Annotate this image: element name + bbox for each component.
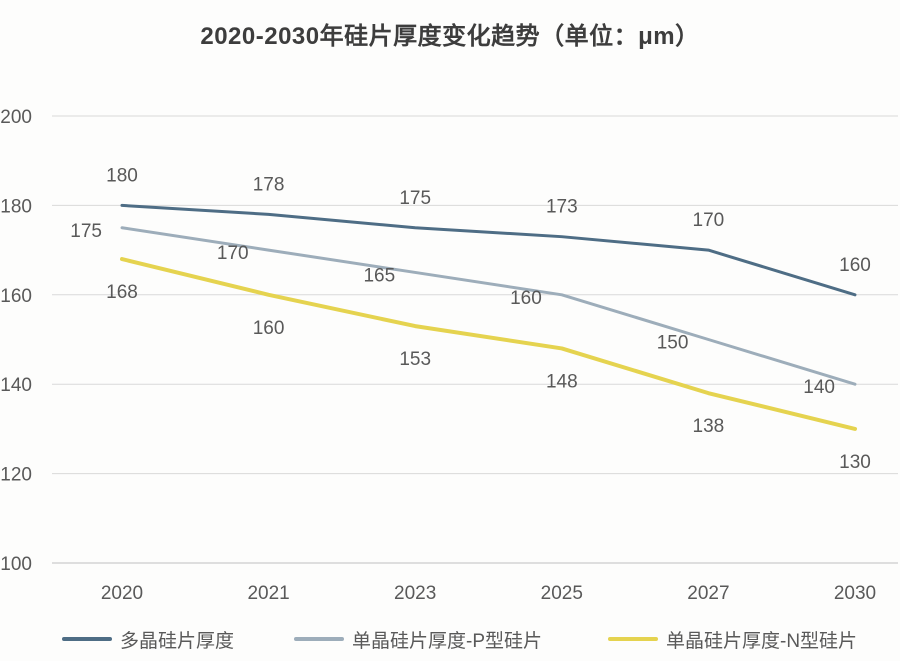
legend: 多晶硅片厚度 单晶硅片厚度-P型硅片 单晶硅片厚度-N型硅片	[0, 626, 900, 652]
x-tick-label: 2027	[687, 583, 729, 604]
data-label: 160	[510, 288, 542, 309]
y-tick-label: 100	[0, 554, 32, 575]
y-tick-label: 160	[0, 286, 32, 307]
data-label: 173	[546, 197, 578, 218]
y-tick-label: 200	[0, 107, 32, 128]
data-label: 175	[399, 188, 431, 209]
data-label: 165	[363, 265, 395, 286]
data-label: 138	[693, 416, 725, 437]
legend-swatch-polycrystalline	[62, 637, 112, 641]
series-line-2	[120, 257, 857, 431]
data-label: 160	[253, 318, 285, 339]
series-line-1	[120, 226, 857, 386]
y-tick-label: 120	[0, 465, 32, 486]
x-tick-label: 2025	[541, 583, 583, 604]
data-label: 168	[106, 282, 138, 303]
data-label: 170	[693, 210, 725, 231]
series-line-0	[120, 203, 857, 297]
data-label: 160	[839, 255, 871, 276]
x-tick-label: 2021	[247, 583, 289, 604]
x-tick-label: 2030	[834, 583, 876, 604]
legend-label-mono-n-type: 单晶硅片厚度-N型硅片	[666, 630, 858, 652]
x-tick-label: 2023	[394, 583, 436, 604]
legend-label-polycrystalline: 多晶硅片厚度	[120, 630, 235, 652]
data-label: 150	[657, 333, 689, 354]
legend-swatch-mono-p-type	[294, 637, 344, 641]
data-label: 175	[70, 221, 102, 242]
data-label: 180	[106, 165, 138, 186]
data-label: 130	[839, 452, 871, 473]
legend-item-mono-p-type: 单晶硅片厚度-P型硅片	[294, 626, 542, 652]
data-label: 170	[217, 243, 249, 264]
data-label: 140	[803, 377, 835, 398]
x-tick-label: 2020	[101, 583, 143, 604]
plot-area: 100 120 140 160 180 200 2020 2021 2023 2025 2027 20…	[0, 107, 898, 604]
y-tick-label: 140	[0, 375, 32, 396]
legend-item-mono-n-type: 单晶硅片厚度-N型硅片	[608, 626, 857, 652]
data-label: 178	[253, 174, 285, 195]
chart-title: 2020-2030年硅片厚度变化趋势（单位：μm）	[200, 23, 700, 50]
y-tick-label: 180	[0, 196, 32, 217]
legend-swatch-mono-n-type	[608, 637, 658, 641]
legend-label-mono-p-type: 单晶硅片厚度-P型硅片	[352, 630, 543, 652]
legend-item-polycrystalline: 多晶硅片厚度	[62, 626, 234, 652]
data-label: 148	[546, 371, 578, 392]
data-label: 153	[399, 349, 431, 370]
